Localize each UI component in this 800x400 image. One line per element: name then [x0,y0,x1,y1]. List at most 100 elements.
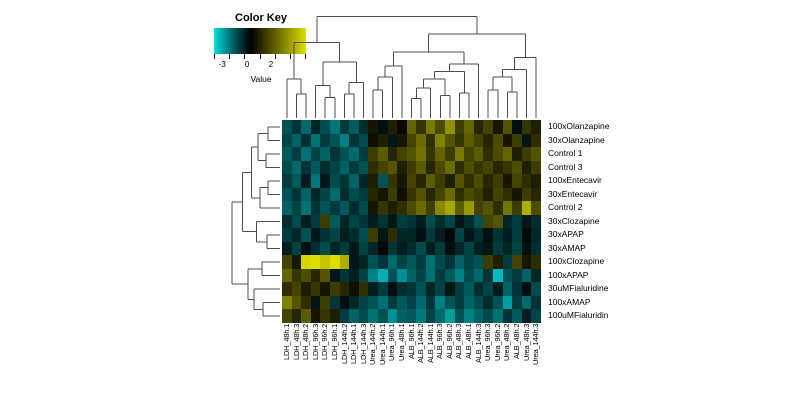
heatmap-cell [358,309,369,323]
heatmap-cell [339,187,350,202]
column-label: LDH_48h.3 [292,324,302,399]
column-label: LDH_96h.3 [311,324,321,399]
heatmap-cell [512,147,522,161]
row-labels: 100xOlanzapine 30xOlanzapine Control 1 Cont… [548,120,658,323]
heatmap-cell [512,160,522,175]
heatmap-cell [329,120,340,134]
heatmap-cell [445,268,455,283]
heatmap-cell [329,133,340,148]
heatmap-cell [531,133,541,148]
heatmap-cell [445,282,455,296]
heatmap-cell [329,309,340,323]
heatmap-cell [377,241,388,256]
column-label-text: Urea_96h.1 [387,324,397,362]
row-label: 100uMFialuridin [548,310,609,321]
color-key-tick [244,54,246,59]
column-label-text: Urea_144h.3 [531,324,541,366]
heatmap-cell [387,187,398,202]
heatmap-cell [493,282,503,296]
column-label-text: Urea_48h.2 [502,324,512,362]
row-label: 100xClozapine [548,256,605,267]
heatmap-cell [512,241,522,256]
heatmap-cell [387,309,398,323]
heatmap-cell [445,228,455,242]
heatmap-cell [493,228,503,242]
column-label: LDH_144h.3 [359,324,369,399]
heatmap-cell [435,160,446,175]
heatmap-cell [473,241,484,256]
heatmap-cell [339,282,350,296]
heatmap-cell [483,228,494,242]
heatmap-cell [368,187,378,202]
column-label-text: ALB_96h.2 [444,324,454,360]
heatmap-cell [406,214,417,229]
row-label: Control 3 [548,161,583,172]
heatmap-cell [349,174,359,188]
heatmap-cell [320,241,330,256]
heatmap-cell [301,174,311,188]
color-key-value-label: Value [250,74,272,84]
color-key-tick-label: 2 [268,60,274,69]
heatmap-cell [377,133,388,148]
heatmap-cell [329,174,340,188]
heatmap-cell [320,201,330,215]
heatmap-cell [416,214,426,229]
heatmap-cell [282,214,292,229]
heatmap-cell [493,201,503,215]
heatmap-cell [339,120,350,134]
heatmap-cell [339,160,350,175]
heatmap-cell [416,147,426,161]
heatmap-cell [464,133,474,148]
heatmap-cell [406,228,417,242]
heatmap-cell [502,241,513,256]
heatmap-cell [521,174,532,188]
heatmap-cell [329,268,340,283]
heatmap-cell [368,228,378,242]
heatmap-cell [368,268,378,283]
heatmap-cell [358,228,369,242]
column-label-text: LDH_144h.1 [349,324,359,365]
column-label-text: Urea_144h.1 [377,324,387,366]
heatmap-cell [329,214,340,229]
heatmap-cell [502,268,513,283]
heatmap-cell [416,160,426,175]
heatmap-cell [416,268,426,283]
heatmap-cell [435,255,446,269]
heatmap-cell [406,295,417,310]
heatmap-cell [329,160,340,175]
column-label-text: Urea_96h.2 [492,324,502,362]
heatmap-cell [387,295,398,310]
heatmap-cell [301,295,311,310]
heatmap-cell [416,295,426,310]
column-label: LDH_96h.2 [320,324,330,399]
heatmap-cell [368,214,378,229]
heatmap-cell [493,268,503,283]
heatmap-cell [425,268,436,283]
heatmap-cell [445,241,455,256]
heatmap-cell [473,120,484,134]
column-label-text: ALB_48h.1 [464,324,474,360]
heatmap-cell [464,187,474,202]
heatmap-cell [291,187,302,202]
heatmap-cell [473,255,484,269]
heatmap-cell [301,160,311,175]
heatmap-cell [435,214,446,229]
heatmap-cell [445,147,455,161]
heatmap-cell [282,295,292,310]
heatmap-cell [502,174,513,188]
color-key-tick [229,54,231,59]
heatmap-cell [521,147,532,161]
heatmap-cell [291,241,302,256]
heatmap-cell [301,282,311,296]
heatmap-cell [502,228,513,242]
heatmap-cell [329,187,340,202]
heatmap-cell [329,201,340,215]
heatmap-cell [387,174,398,188]
heatmap-cell [531,282,541,296]
column-label: Urea_144h.1 [378,324,388,399]
heatmap-cell [531,241,541,256]
heatmap-cell [521,160,532,175]
heatmap-cell [377,201,388,215]
